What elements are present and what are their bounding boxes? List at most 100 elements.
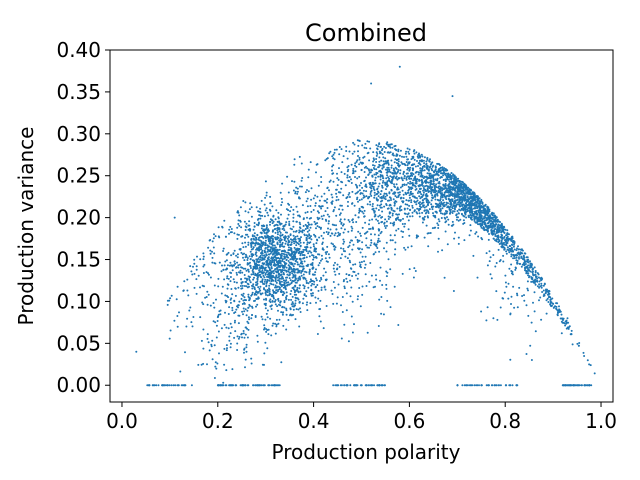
data-point xyxy=(321,243,324,245)
data-point xyxy=(367,173,370,176)
data-point xyxy=(267,272,270,275)
data-point xyxy=(368,219,371,222)
data-point xyxy=(302,277,305,280)
data-point xyxy=(206,337,209,340)
data-point xyxy=(227,296,230,299)
data-point xyxy=(361,293,364,296)
data-point xyxy=(326,157,329,160)
data-point xyxy=(290,206,293,209)
data-point xyxy=(361,285,364,288)
data-point xyxy=(350,182,353,184)
data-point xyxy=(213,344,216,347)
data-point xyxy=(245,222,248,225)
data-point xyxy=(229,301,232,304)
data-point xyxy=(264,247,267,250)
data-point xyxy=(246,336,249,339)
data-point xyxy=(503,228,505,231)
data-point xyxy=(229,298,232,301)
data-point xyxy=(270,271,273,274)
data-point xyxy=(409,182,411,185)
data-point xyxy=(256,303,259,306)
data-point xyxy=(425,160,428,163)
data-point xyxy=(394,195,397,197)
data-point xyxy=(275,252,277,255)
chart-title: Combined xyxy=(305,19,427,47)
data-point xyxy=(339,218,342,221)
data-point xyxy=(425,184,428,187)
data-point xyxy=(235,254,238,257)
data-point xyxy=(423,165,426,168)
data-point xyxy=(483,207,486,210)
data-point xyxy=(356,277,359,280)
data-point xyxy=(269,195,272,198)
data-point xyxy=(308,233,311,236)
data-point xyxy=(295,297,298,300)
data-point xyxy=(238,224,241,227)
data-point xyxy=(264,251,266,254)
data-point xyxy=(379,164,382,167)
data-point xyxy=(243,220,246,223)
data-point xyxy=(479,211,482,214)
data-point xyxy=(508,267,511,270)
data-point xyxy=(427,210,430,213)
data-point xyxy=(470,193,473,196)
data-point xyxy=(313,233,315,236)
data-point xyxy=(422,205,425,208)
data-point xyxy=(463,198,466,200)
data-point xyxy=(534,270,537,272)
data-point xyxy=(354,164,356,167)
data-point xyxy=(244,333,247,336)
data-point xyxy=(300,250,303,253)
data-point xyxy=(399,197,402,200)
data-point xyxy=(425,211,428,214)
data-point xyxy=(453,178,456,181)
data-point xyxy=(393,161,396,164)
data-point xyxy=(463,222,466,224)
data-point xyxy=(281,233,284,236)
data-point xyxy=(300,236,302,239)
data-point xyxy=(283,250,286,253)
data-point xyxy=(240,278,243,281)
data-point xyxy=(560,313,563,316)
data-point xyxy=(543,293,546,296)
data-point xyxy=(509,358,512,361)
data-point xyxy=(302,225,305,227)
data-point xyxy=(373,210,376,213)
data-point xyxy=(230,272,233,274)
data-point xyxy=(271,300,274,303)
data-point xyxy=(418,152,420,155)
data-point xyxy=(252,268,254,271)
data-point xyxy=(319,259,322,262)
data-point xyxy=(239,219,242,222)
data-point xyxy=(280,269,283,272)
data-point xyxy=(333,248,336,251)
data-point xyxy=(252,237,255,240)
data-point xyxy=(290,261,292,264)
data-point xyxy=(201,301,204,304)
data-point xyxy=(295,220,298,223)
data-point xyxy=(545,312,548,315)
data-point xyxy=(282,227,285,230)
data-point xyxy=(298,221,301,224)
data-point xyxy=(401,155,403,158)
data-point xyxy=(190,321,193,324)
data-point xyxy=(279,260,282,263)
data-point xyxy=(300,185,303,188)
data-point xyxy=(358,211,360,214)
data-point xyxy=(260,271,263,274)
data-point xyxy=(332,243,334,246)
data-point xyxy=(525,353,528,355)
data-point xyxy=(246,320,249,323)
data-point xyxy=(217,277,220,280)
data-point xyxy=(486,205,489,208)
data-point xyxy=(390,166,393,169)
data-point xyxy=(533,291,536,294)
data-point xyxy=(349,241,351,244)
data-point xyxy=(449,175,452,178)
data-point xyxy=(322,327,325,330)
data-point xyxy=(223,363,226,366)
data-point xyxy=(244,236,246,239)
data-point xyxy=(380,230,383,233)
data-point xyxy=(425,201,428,204)
data-point xyxy=(244,326,247,329)
